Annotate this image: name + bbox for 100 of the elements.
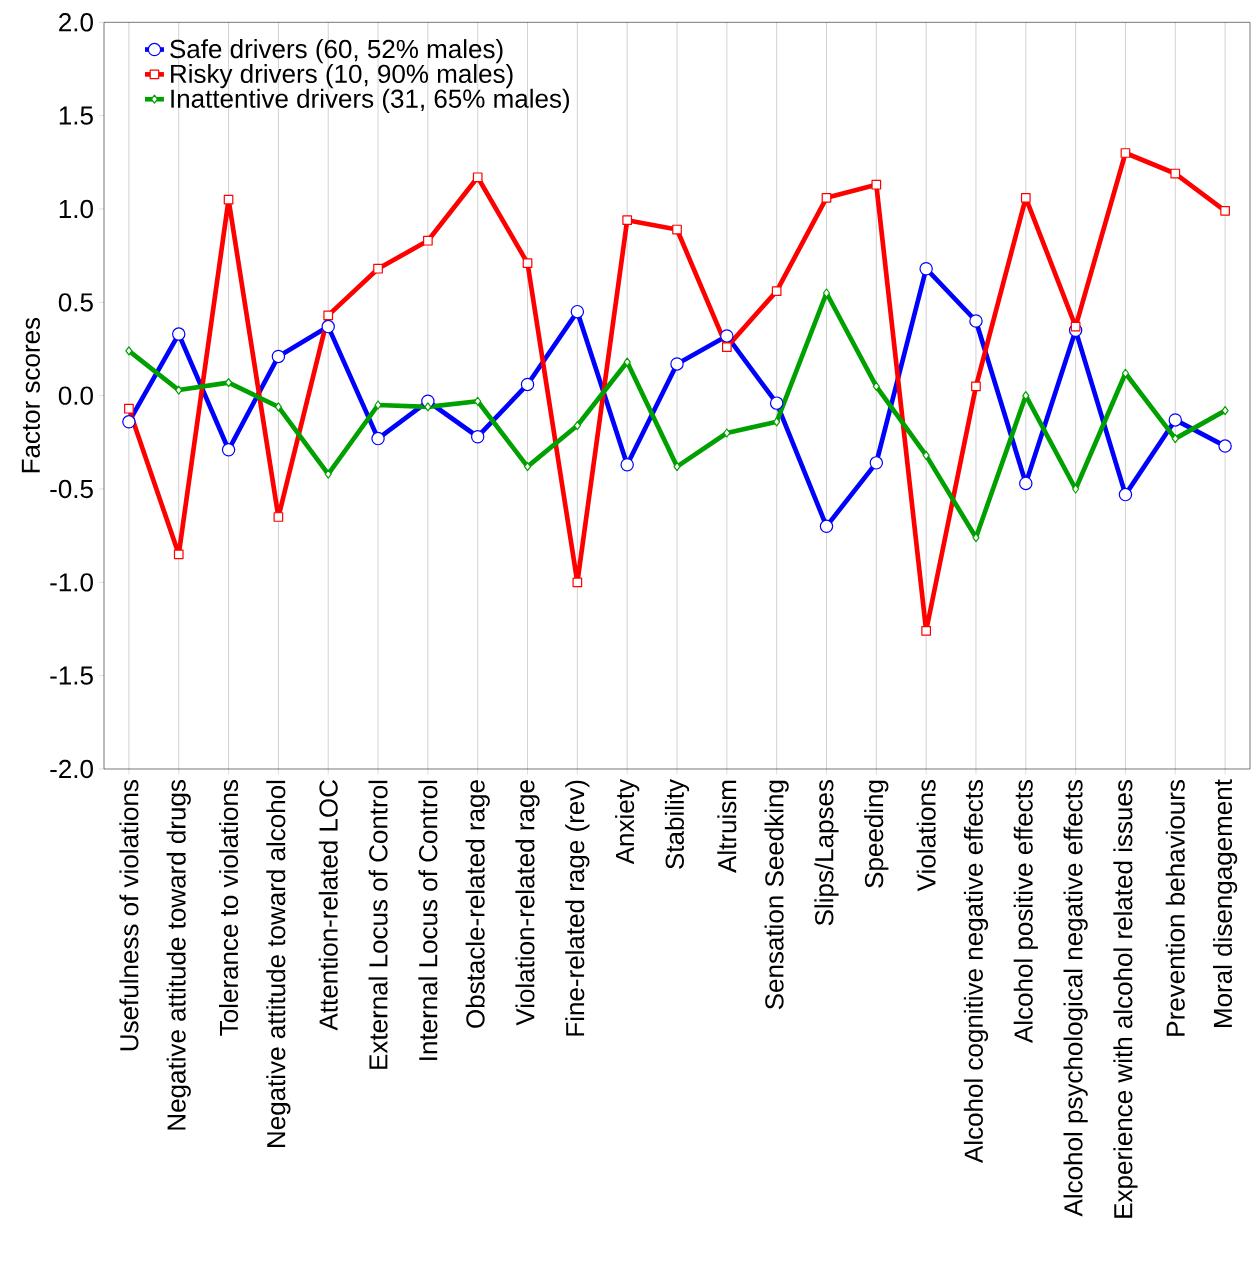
point xyxy=(919,261,933,276)
point xyxy=(472,172,483,183)
y-tick-label: 2.0 xyxy=(59,13,93,32)
point xyxy=(721,342,732,352)
x-tick-label: Alcohol positive effects xyxy=(1013,780,1038,1043)
x-tick-label: Stability xyxy=(664,779,690,869)
legend-label: Inattentive drivers (31, 65% males) xyxy=(171,88,570,114)
point xyxy=(869,456,884,470)
y-tick-label: -0.5 xyxy=(50,479,93,499)
x-tick-label: Usefulness of violations xyxy=(119,780,139,1051)
point xyxy=(221,443,236,457)
x-tick-label: External Locus of Control xyxy=(368,780,388,1069)
point xyxy=(720,329,734,343)
point xyxy=(1170,168,1181,179)
point xyxy=(673,462,681,472)
point xyxy=(871,179,882,190)
point xyxy=(723,428,731,438)
x-tick-label: Fine-related rage (rev) xyxy=(565,780,590,1036)
point xyxy=(1121,368,1130,378)
legend-label: Safe drivers (60, 52% males) xyxy=(170,39,503,64)
point xyxy=(474,396,482,406)
point xyxy=(821,192,832,203)
point xyxy=(771,286,782,296)
point xyxy=(1218,439,1232,453)
point xyxy=(324,469,332,479)
point xyxy=(1120,148,1131,158)
x-tick-label: Sensation Seedking xyxy=(764,780,789,1010)
point xyxy=(921,625,932,636)
y-tick-label: -1.5 xyxy=(50,666,93,685)
legend-label: Risky drivers (10, 90% males) xyxy=(171,63,513,89)
point xyxy=(520,377,535,392)
point xyxy=(1020,192,1031,203)
point xyxy=(773,417,781,427)
point xyxy=(1221,406,1229,416)
point xyxy=(323,310,334,321)
x-tick-label: Obstacle-related rage xyxy=(465,780,490,1028)
point xyxy=(125,346,133,356)
point xyxy=(1168,413,1183,427)
y-tick-label: 1.0 xyxy=(59,199,93,219)
point xyxy=(374,400,382,410)
point xyxy=(321,319,335,334)
point xyxy=(819,519,834,534)
x-tick-label: Altruism xyxy=(717,780,737,873)
y-tick-label: 0.5 xyxy=(58,293,93,312)
point xyxy=(273,512,284,522)
x-tick-label: Violation-related rage xyxy=(515,780,540,1026)
point xyxy=(622,215,633,226)
x-tick-label: Tolerance to violations xyxy=(219,780,239,1036)
point xyxy=(223,194,234,205)
x-tick-label: Alcohol psychological negative effects xyxy=(1063,780,1088,1217)
point xyxy=(122,415,136,429)
point xyxy=(922,450,930,460)
x-tick-label: Internal Locus of Control xyxy=(418,780,438,1060)
point xyxy=(1072,484,1080,494)
x-tick-label: Negative attitude toward drugs xyxy=(166,780,191,1130)
x-tick-label: Experience with alcohol related issues xyxy=(1113,780,1138,1218)
point xyxy=(1019,476,1033,491)
y-tick-label: -2.0 xyxy=(50,759,93,779)
x-tick-label: Anxiety xyxy=(615,779,640,865)
x-tick-label: Negative attitude toward alcohol xyxy=(266,780,291,1147)
point xyxy=(1118,487,1133,502)
point xyxy=(570,304,585,319)
point xyxy=(423,235,433,246)
point xyxy=(972,532,980,543)
point xyxy=(1022,391,1030,401)
x-tick-label: Prevention behaviours xyxy=(1165,780,1185,1036)
y-tick-label: -1.0 xyxy=(50,573,93,592)
point xyxy=(1220,205,1230,216)
x-tick-label: Moral disengagement xyxy=(1212,779,1238,1027)
point xyxy=(623,357,631,367)
point xyxy=(274,402,282,412)
point xyxy=(769,396,784,410)
point xyxy=(1070,321,1081,332)
x-tick-label: Slips/Lapses xyxy=(814,780,839,926)
point xyxy=(173,549,184,560)
point xyxy=(175,385,183,395)
x-tick-label: Violations xyxy=(916,780,936,892)
point xyxy=(971,381,981,392)
point xyxy=(572,577,583,588)
point xyxy=(1171,434,1179,444)
point xyxy=(573,420,581,431)
point xyxy=(969,314,983,328)
y-tick-label: 1.5 xyxy=(59,106,93,125)
point xyxy=(172,327,186,341)
point xyxy=(872,381,880,391)
point xyxy=(620,458,634,472)
point xyxy=(670,357,684,371)
point xyxy=(522,258,533,268)
point xyxy=(271,349,286,364)
point xyxy=(523,462,532,472)
y-axis-title: Factor scores xyxy=(21,317,40,473)
point xyxy=(470,430,485,444)
point xyxy=(373,263,383,274)
point xyxy=(424,402,432,412)
point xyxy=(672,224,682,235)
x-tick-label: Attention-related LOC xyxy=(318,780,338,1031)
point xyxy=(124,403,134,414)
x-tick-label: Speeding xyxy=(864,780,889,888)
x-tick-label: Alcohol cognitive negative effects xyxy=(963,780,989,1163)
point xyxy=(371,431,385,446)
